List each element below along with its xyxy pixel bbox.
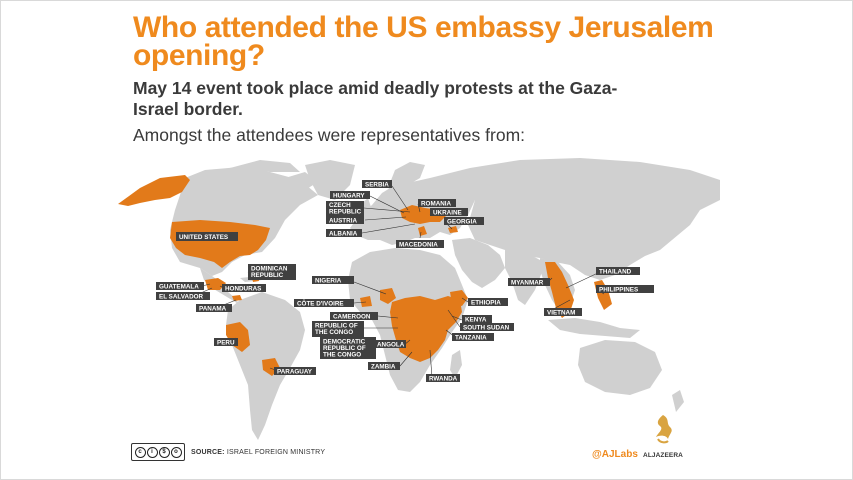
aljazeera-calligraphy-icon xyxy=(656,415,672,444)
svg-text:TANZANIA: TANZANIA xyxy=(455,335,487,342)
label-albania: ALBANIA xyxy=(326,229,362,238)
label-drc: DEMOCRATIC REPUBLIC OF THE CONGO xyxy=(320,337,376,359)
label-united-states: UNITED STATES xyxy=(176,232,238,241)
source-label: SOURCE: xyxy=(191,448,225,456)
label-macedonia: MACEDONIA xyxy=(396,240,444,249)
label-angola: ANGOLA xyxy=(374,340,406,349)
svg-text:NIGERIA: NIGERIA xyxy=(315,278,342,285)
svg-text:GEORGIA: GEORGIA xyxy=(447,219,477,226)
svg-text:PANAMA: PANAMA xyxy=(199,306,227,313)
label-romania: ROMANIA xyxy=(418,199,456,208)
country-shape-alaska xyxy=(118,175,190,206)
svg-text:PARAGUAY: PARAGUAY xyxy=(277,369,313,376)
label-peru: PERU xyxy=(214,338,238,347)
label-south-sudan: SOUTH SUDAN xyxy=(460,323,514,332)
label-paraguay: PARAGUAY xyxy=(274,367,316,376)
label-georgia: GEORGIA xyxy=(444,217,484,226)
svg-text:CÔTE D'IVOIRE: CÔTE D'IVOIRE xyxy=(297,299,344,308)
svg-text:RWANDA: RWANDA xyxy=(429,376,458,383)
label-dominican-republic: DOMINICAN REPUBLIC xyxy=(248,264,296,280)
label-tanzania: TANZANIA xyxy=(452,333,494,342)
label-cameroon: CAMEROON xyxy=(330,312,378,321)
label-philippines: PHILIPPINES xyxy=(596,285,654,294)
label-austria: AUSTRIA xyxy=(326,216,364,225)
svg-text:SOUTH SUDAN: SOUTH SUDAN xyxy=(463,325,510,332)
nc-icon: $ xyxy=(158,446,170,458)
intro-text: Amongst the attendees were representativ… xyxy=(133,125,526,145)
label-honduras: HONDURAS xyxy=(222,284,266,293)
label-ukraine: UKRAINE xyxy=(430,208,468,217)
subtitle: May 14 event took place amid deadly prot… xyxy=(133,78,618,119)
svg-text:ROMANIA: ROMANIA xyxy=(421,201,452,208)
footer: c i $ o SOURCE: ISRAEL FOREIGN MINISTRY xyxy=(131,443,325,461)
label-panama: PANAMA xyxy=(196,304,232,313)
svg-text:VIETNAM: VIETNAM xyxy=(547,310,575,317)
label-hungary: HUNGARY xyxy=(330,191,370,200)
label-kenya: KENYA xyxy=(462,315,492,324)
label-el-salvador: EL SALVADOR xyxy=(156,292,210,301)
svg-text:EL SALVADOR: EL SALVADOR xyxy=(159,294,204,301)
source-credit: SOURCE: ISRAEL FOREIGN MINISTRY xyxy=(191,449,325,456)
svg-text:MACEDONIA: MACEDONIA xyxy=(399,242,438,249)
label-guatemala: GUATEMALA xyxy=(156,282,204,291)
svg-text:UKRAINE: UKRAINE xyxy=(433,210,462,217)
svg-text:MYANMAR: MYANMAR xyxy=(511,280,544,287)
brand-name: ALJAZEERA xyxy=(643,452,683,459)
svg-text:ZAMBIA: ZAMBIA xyxy=(371,364,396,371)
creative-commons-badge: c i $ o xyxy=(131,443,185,461)
svg-text:HONDURAS: HONDURAS xyxy=(225,286,261,293)
svg-text:GUATEMALA: GUATEMALA xyxy=(159,284,199,291)
label-cote-divoire: CÔTE D'IVOIRE xyxy=(294,299,354,308)
svg-text:ANGOLA: ANGOLA xyxy=(377,342,405,349)
country-labels: SERBIA HUNGARY ROMANIA CZECH REPUBLIC UKR… xyxy=(156,180,654,383)
label-zambia: ZAMBIA xyxy=(368,362,400,371)
label-czech-republic: CZECH REPUBLIC xyxy=(326,201,364,216)
svg-text:CAMEROON: CAMEROON xyxy=(333,314,371,321)
label-serbia: SERBIA xyxy=(362,180,392,189)
label-thailand: THAILAND xyxy=(596,267,640,276)
svg-text:PERU: PERU xyxy=(217,340,235,347)
label-vietnam: VIETNAM xyxy=(544,308,582,317)
svg-text:THAILAND: THAILAND xyxy=(599,269,632,276)
source-text: ISRAEL FOREIGN MINISTRY xyxy=(226,448,326,456)
svg-text:PHILIPPINES: PHILIPPINES xyxy=(599,287,638,294)
svg-text:ALBANIA: ALBANIA xyxy=(329,231,358,238)
aljazeera-logo: ALJAZEERA xyxy=(640,413,686,459)
cc-icon: c xyxy=(134,446,146,458)
svg-text:ETHIOPIA: ETHIOPIA xyxy=(471,300,501,307)
country-shape-central-africa xyxy=(390,296,462,362)
page-title: Who attended the US embassy Jerusalem op… xyxy=(133,11,714,72)
label-republic-of-the-congo: REPUBLIC OF THE CONGO xyxy=(312,321,364,337)
sa-icon: o xyxy=(170,446,182,458)
country-shape-se-asia xyxy=(545,262,574,318)
label-nigeria: NIGERIA xyxy=(312,276,354,285)
svg-text:KENYA: KENYA xyxy=(465,317,487,324)
label-ethiopia: ETHIOPIA xyxy=(468,298,508,307)
twitter-handle[interactable]: @AJLabs xyxy=(592,449,638,460)
label-rwanda: RWANDA xyxy=(426,374,460,383)
svg-text:UNITED STATES: UNITED STATES xyxy=(179,234,228,241)
svg-text:SERBIA: SERBIA xyxy=(365,182,389,189)
by-icon: i xyxy=(146,446,158,458)
label-myanmar: MYANMAR xyxy=(508,278,550,287)
svg-text:HUNGARY: HUNGARY xyxy=(333,193,365,200)
svg-text:AUSTRIA: AUSTRIA xyxy=(329,218,357,225)
